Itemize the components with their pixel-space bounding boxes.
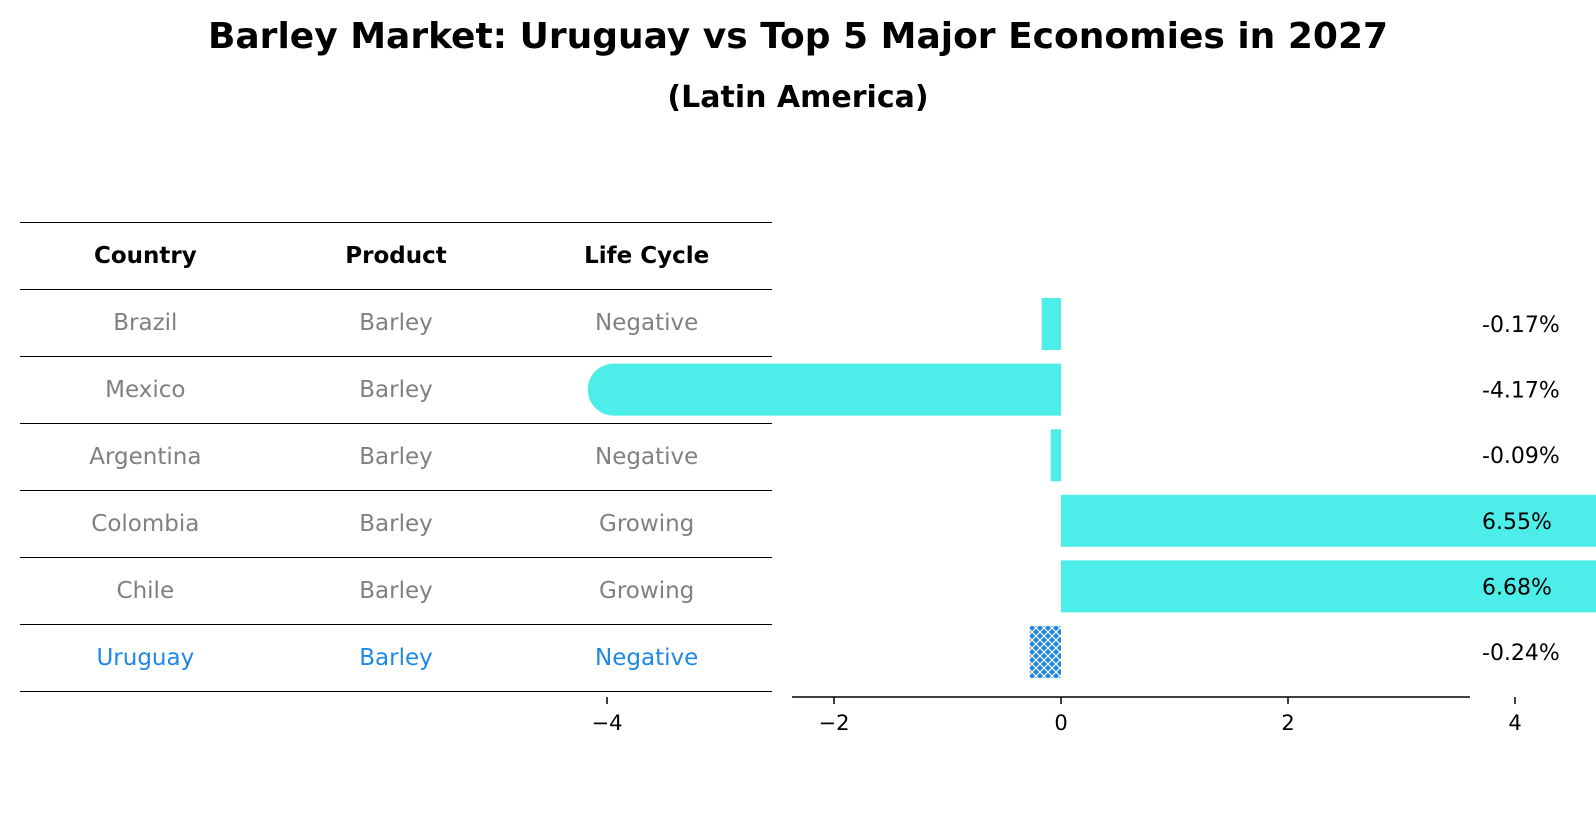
cell-product: Barley xyxy=(270,423,522,491)
cell-product: Barley xyxy=(270,557,522,625)
chart-subtitle: (Latin America) xyxy=(667,80,929,115)
cell-country: Colombia xyxy=(20,490,271,558)
header-product: Product xyxy=(270,222,522,290)
cell-life-cycle: Negative xyxy=(521,624,772,692)
x-tick-label: −4 xyxy=(592,711,623,735)
bar-argentina xyxy=(1050,429,1061,482)
value-label-uruguay: -0.24% xyxy=(1482,641,1560,666)
cell-life-cycle: Growing xyxy=(521,490,772,558)
table-row: Argentina Barley Negative xyxy=(20,423,772,491)
table-row: Colombia Barley Growing xyxy=(20,490,772,558)
cell-country: Uruguay xyxy=(20,624,271,692)
x-ticks-group: −4−20246 xyxy=(592,697,1522,735)
table-row: Chile Barley Growing xyxy=(20,557,772,625)
bar-chile xyxy=(1061,560,1596,613)
bar-colombia xyxy=(1061,494,1596,547)
table-header-row: Country Product Life Cycle xyxy=(20,222,772,290)
cell-life-cycle: Negative xyxy=(521,289,772,357)
cell-country: Argentina xyxy=(20,423,271,491)
bar-uruguay xyxy=(1029,626,1061,678)
cell-country: Brazil xyxy=(20,289,271,357)
cell-country: Chile xyxy=(20,557,271,625)
value-labels-group: -0.17% -4.17% -0.09% 6.55% 6.68% -0.24% xyxy=(1482,313,1560,666)
header-life-cycle: Life Cycle xyxy=(521,222,772,290)
x-tick-label: 4 xyxy=(1508,711,1521,735)
cell-product: Barley xyxy=(270,356,522,424)
value-label-mexico: -4.17% xyxy=(1482,379,1560,404)
header-country: Country xyxy=(20,222,271,290)
cell-country: Mexico xyxy=(20,356,271,424)
value-label-argentina: -0.09% xyxy=(1482,444,1560,469)
cell-product: Barley xyxy=(270,490,522,558)
value-label-brazil: -0.17% xyxy=(1482,313,1560,338)
value-label-colombia: 6.55% xyxy=(1482,510,1552,535)
bar-brazil xyxy=(1041,298,1061,350)
bars-group xyxy=(587,298,1596,678)
chart-title: Barley Market: Uruguay vs Top 5 Major Ec… xyxy=(207,16,1389,57)
x-tick-label: 2 xyxy=(1281,711,1294,735)
table-row: Brazil Barley Negative xyxy=(20,289,772,357)
x-tick-label: 0 xyxy=(1054,711,1067,735)
x-tick-label: −2 xyxy=(819,711,850,735)
bar-mexico xyxy=(587,363,1061,416)
cell-product: Barley xyxy=(270,624,522,692)
cell-life-cycle: Growing xyxy=(521,557,772,625)
table-row-highlight: Uruguay Barley Negative xyxy=(20,624,772,692)
cell-product: Barley xyxy=(270,289,522,357)
value-label-chile: 6.68% xyxy=(1482,575,1552,600)
cell-life-cycle: Negative xyxy=(521,423,772,491)
